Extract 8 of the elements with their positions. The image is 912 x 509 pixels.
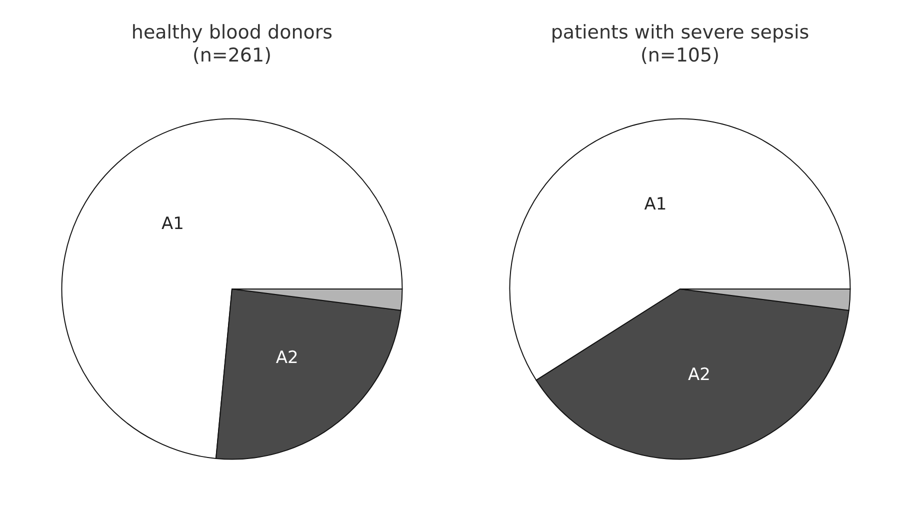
slice-label: A2	[688, 365, 710, 386]
slice-label: A1	[644, 194, 667, 214]
slice-label: A1	[161, 214, 184, 234]
chart-subtitle: (n=105)	[640, 44, 720, 66]
chart-title: patients with severe sepsis	[550, 22, 810, 44]
chart-subtitle: (n=261)	[192, 44, 272, 66]
chart-title: healthy blood donors	[131, 22, 333, 44]
slice-label: A2	[276, 348, 298, 368]
